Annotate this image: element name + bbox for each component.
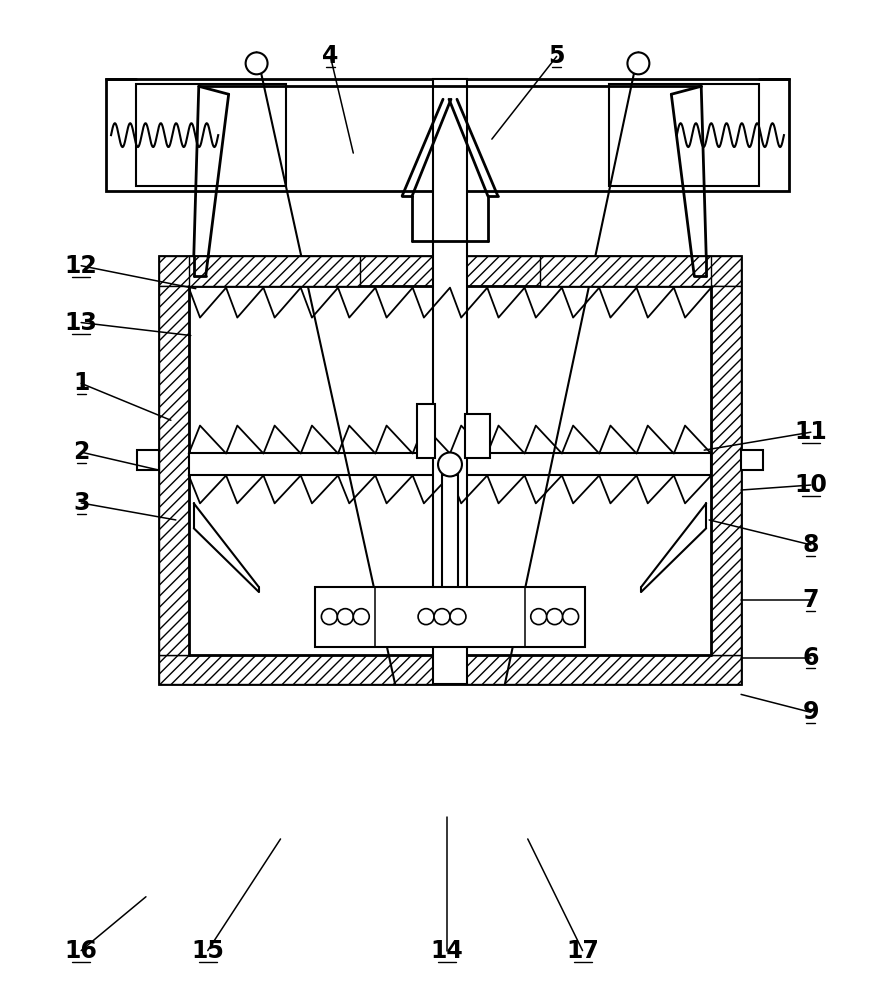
Circle shape bbox=[246, 52, 267, 74]
Text: 7: 7 bbox=[803, 588, 819, 612]
Circle shape bbox=[353, 609, 369, 625]
Text: 13: 13 bbox=[64, 311, 97, 335]
Circle shape bbox=[434, 609, 450, 625]
Text: 10: 10 bbox=[795, 473, 827, 497]
Circle shape bbox=[547, 609, 562, 625]
Bar bbox=[442, 475, 458, 620]
Circle shape bbox=[418, 609, 434, 625]
Text: 9: 9 bbox=[803, 700, 819, 724]
Text: 14: 14 bbox=[431, 939, 463, 963]
Bar bbox=[159, 655, 741, 684]
Circle shape bbox=[337, 609, 353, 625]
Circle shape bbox=[628, 52, 649, 74]
Circle shape bbox=[531, 609, 547, 625]
Circle shape bbox=[321, 609, 337, 625]
Bar bbox=[106, 79, 789, 191]
Text: 15: 15 bbox=[191, 939, 224, 963]
Text: 4: 4 bbox=[322, 44, 339, 68]
Text: 16: 16 bbox=[64, 939, 97, 963]
Text: 2: 2 bbox=[73, 440, 89, 464]
Bar bbox=[433, 79, 468, 684]
Bar bbox=[159, 256, 741, 286]
Bar bbox=[136, 84, 285, 186]
Bar bbox=[189, 286, 711, 655]
Bar bbox=[610, 84, 759, 186]
Text: 5: 5 bbox=[548, 44, 565, 68]
Bar bbox=[137, 450, 159, 470]
Bar bbox=[189, 453, 711, 475]
Text: 17: 17 bbox=[566, 939, 599, 963]
Text: 8: 8 bbox=[803, 533, 819, 557]
Bar bbox=[465, 414, 490, 458]
Bar bbox=[159, 286, 189, 655]
Bar bbox=[417, 404, 435, 458]
Text: 6: 6 bbox=[803, 646, 819, 670]
Bar bbox=[189, 256, 360, 286]
Bar bbox=[316, 587, 585, 647]
Bar bbox=[159, 256, 741, 684]
Text: 1: 1 bbox=[73, 371, 89, 395]
Circle shape bbox=[562, 609, 578, 625]
Circle shape bbox=[438, 452, 462, 476]
Text: 3: 3 bbox=[73, 491, 89, 515]
Bar bbox=[540, 256, 711, 286]
Text: 11: 11 bbox=[795, 420, 827, 444]
Circle shape bbox=[450, 609, 466, 625]
Bar bbox=[711, 286, 741, 655]
Bar bbox=[741, 450, 763, 470]
Text: 12: 12 bbox=[64, 254, 97, 278]
